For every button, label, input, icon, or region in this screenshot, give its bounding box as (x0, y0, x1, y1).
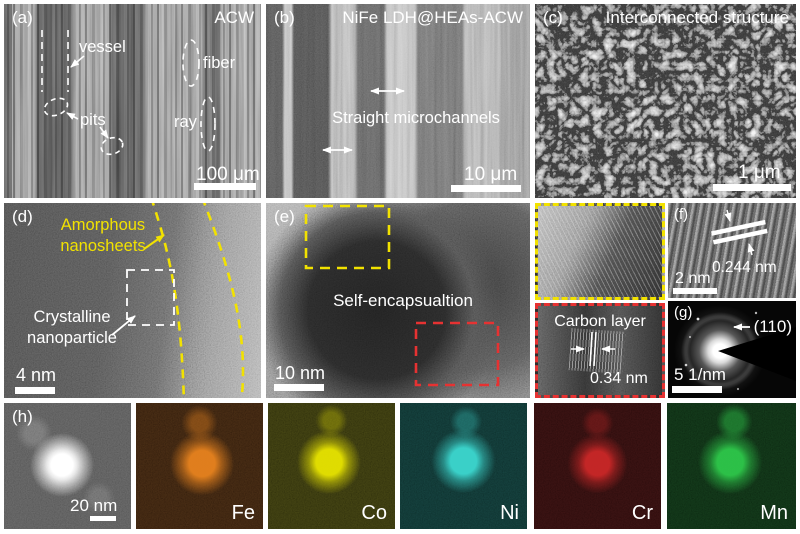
panel-g-scale-text: 5 1/nm (674, 365, 726, 384)
vessel-label: vessel (79, 38, 126, 56)
pits-ellipse (43, 97, 69, 117)
spacing-marker-bars (711, 219, 768, 245)
panel-e-tag: (e) (274, 207, 295, 226)
diffraction-spot (696, 317, 700, 321)
spacing-arrow-icon (747, 243, 755, 256)
fiber-ellipse (182, 39, 200, 87)
panel-a-scale-bar (194, 183, 256, 190)
panel-b-title: NiFe LDH@HEAs-ACW (342, 8, 523, 27)
panel-c-sem-interconnected: (c) Interconnected structure 1 μm (535, 4, 796, 198)
element-label-mn: Mn (760, 502, 788, 524)
diffraction-spot (736, 387, 740, 391)
panel-d-scale-text: 4 nm (16, 365, 57, 385)
eds-map-ni: Ni (400, 403, 527, 529)
panel-a-title: ACW (214, 8, 254, 27)
crystalline-region-dashed-box (126, 269, 175, 326)
panel-f-scale-bar (673, 288, 717, 294)
panel-h-scale-text: 20 nm (70, 496, 118, 515)
microchannels-label: Straight microchannels (332, 109, 500, 127)
yellow-inset-dashed-box (304, 204, 391, 270)
eds-map-cr: Cr (534, 403, 661, 529)
eds-map-co: Co (268, 403, 395, 529)
inset-yellow-hrtem (535, 203, 665, 300)
panel-d-scale-bar (15, 387, 55, 394)
panel-g-tag: (g) (674, 304, 693, 321)
diffraction-spot (754, 311, 758, 315)
lattice-spacing-value: 0.244 nm (712, 259, 777, 276)
tem-texture (538, 206, 662, 297)
panel-h-scale-bar (90, 516, 116, 521)
panel-d-tag: (d) (12, 207, 33, 226)
ray-label: ray (174, 113, 197, 131)
panel-b-scale-bar (451, 185, 521, 192)
panel-e-tem-encapsulation: (e) Self-encapsualtion 10 nm (266, 203, 530, 398)
lattice-fringes (568, 328, 626, 374)
pits-label: pits (80, 111, 106, 129)
panel-h-tag: (h) (12, 407, 33, 426)
panel-a-tag: (a) (12, 8, 33, 27)
panel-e-scale-bar (274, 384, 324, 391)
panel-h-haadf: (h) 20 nm (4, 403, 131, 529)
fiber-label: fiber (203, 54, 236, 72)
panel-f-scale-text: 2 nm (675, 270, 711, 287)
element-label-co: Co (361, 502, 387, 524)
panel-b-tag: (b) (274, 8, 295, 27)
panel-b-scale-text: 10 μm (464, 164, 518, 185)
carbon-layer-label: Carbon layer (554, 313, 646, 330)
spacing-arrow-icon (724, 209, 732, 222)
pits-ellipse (100, 136, 124, 156)
panel-c-scale-text: 1 μm (738, 162, 781, 183)
ray-ellipse (200, 96, 216, 152)
panel-b-sem-microchannels: (b) NiFe LDH@HEAs-ACW Straight microchan… (266, 4, 530, 198)
amorphous-boundary-dashed-curve (202, 203, 245, 398)
element-label-cr: Cr (631, 502, 653, 524)
plane-110-label: (110) (753, 317, 792, 336)
panel-c-scale-bar (713, 184, 791, 191)
panel-e-scale-text: 10 nm (275, 363, 326, 383)
inset-red-carbon-layer: Carbon layer 0.34 nm (535, 303, 665, 398)
amorphous-nanosheets-label: Amorphous nanosheets (60, 216, 146, 255)
element-label-ni: Ni (500, 502, 519, 524)
red-inset-dashed-box (414, 321, 500, 387)
diffraction-spot (688, 335, 692, 339)
panel-f-tag: (f) (674, 206, 689, 223)
panel-a-sem-acw: (a) ACW vessel fiber pits ray 100 μm (4, 4, 261, 198)
self-encapsulation-label: Self-encapsualtion (333, 291, 473, 310)
element-label-fe: Fe (231, 502, 255, 524)
eds-map-fe: Fe (136, 403, 263, 529)
panel-f-lattice-fringes: (f) 0.244 nm 2 nm (668, 203, 796, 298)
panel-g-scale-bar (672, 386, 722, 393)
crystalline-nanoparticle-label: Crystalline nanoparticle (27, 308, 117, 347)
panel-c-title: Interconnected structure (605, 8, 789, 27)
panel-c-tag: (c) (543, 8, 563, 27)
eds-map-mn: Mn (667, 403, 796, 529)
panel-d-hrtem-nanosheets: (d) Amorphous nanosheets Crystalline nan… (4, 203, 261, 398)
carbon-spacing-value: 0.34 nm (590, 370, 648, 387)
pits-arrow-icon (66, 112, 79, 120)
panel-g-saed-pattern: (g) (110) 5 1/nm (668, 301, 796, 398)
